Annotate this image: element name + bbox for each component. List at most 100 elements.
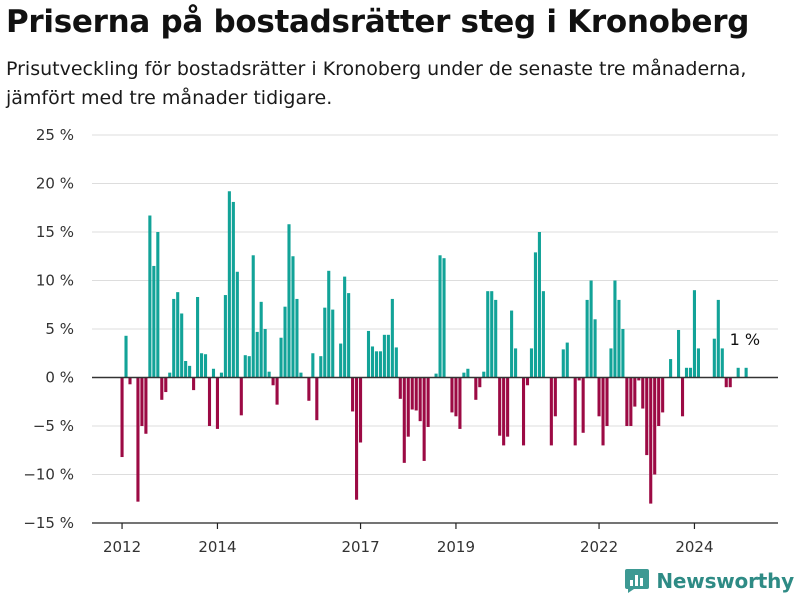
bar	[311, 353, 315, 378]
bar	[553, 377, 557, 417]
bar	[144, 377, 148, 434]
bar	[374, 351, 378, 378]
bar	[692, 290, 696, 378]
brand-logo: Newsworthy	[624, 566, 794, 596]
bar	[331, 309, 335, 378]
bar	[295, 298, 299, 378]
bar	[494, 299, 498, 378]
bar	[343, 276, 347, 378]
bar	[140, 377, 144, 426]
x-tick-label: 2014	[198, 538, 236, 556]
bar	[677, 329, 681, 378]
bar	[696, 348, 700, 378]
bar	[458, 377, 462, 429]
chart-title: Priserna på bostadsrätter steg i Kronobe…	[6, 4, 750, 40]
bar	[462, 372, 466, 378]
bar	[235, 271, 239, 378]
bar	[164, 377, 168, 393]
bar	[498, 377, 502, 436]
y-tick-label: 5 %	[45, 320, 74, 338]
bar	[661, 377, 665, 413]
y-tick-label: −10 %	[23, 466, 74, 484]
bar	[327, 270, 331, 378]
bar-series	[120, 191, 748, 504]
bar	[255, 331, 259, 378]
bar	[514, 348, 518, 378]
bar	[712, 338, 716, 378]
bar	[454, 377, 458, 417]
bar	[529, 348, 534, 378]
bar	[390, 298, 394, 378]
brand-name: Newsworthy	[656, 569, 794, 593]
bar	[394, 347, 398, 378]
bar	[549, 377, 553, 446]
x-axis: 2012 2014 2017 2019 2022 2024	[92, 522, 778, 556]
bar	[398, 377, 402, 399]
bar	[716, 299, 720, 378]
bar	[291, 256, 295, 378]
x-tick-label: 2022	[580, 538, 618, 556]
bar	[720, 348, 724, 378]
bar	[307, 377, 311, 401]
y-tick-label: 0 %	[45, 369, 74, 387]
bar	[502, 377, 506, 446]
bar	[188, 365, 192, 378]
bar	[537, 232, 541, 378]
bar	[136, 377, 140, 502]
bar	[645, 377, 649, 456]
bar	[283, 306, 287, 378]
bar	[251, 255, 255, 378]
bar	[259, 301, 263, 378]
bar	[359, 377, 363, 443]
bar	[605, 377, 609, 426]
bar	[120, 377, 124, 458]
y-axis-ticks: 25 % 20 % 15 % 10 % 5 % 0 % −5 % −10 % −15 %	[23, 126, 74, 532]
bar	[351, 377, 355, 412]
bar	[148, 215, 152, 378]
bar	[680, 377, 685, 417]
bar	[434, 373, 438, 378]
bar	[613, 280, 617, 378]
bar	[355, 377, 359, 500]
bar	[172, 298, 176, 378]
bar	[728, 377, 732, 388]
bar	[422, 377, 426, 461]
bar	[160, 377, 164, 400]
bar	[239, 377, 243, 416]
y-tick-label: 15 %	[36, 223, 74, 241]
bar	[577, 377, 581, 381]
bar	[370, 346, 375, 378]
bar	[382, 334, 386, 378]
newsworthy-logo-icon	[625, 569, 650, 593]
bar	[688, 367, 693, 378]
bar	[176, 292, 180, 378]
bar	[466, 368, 470, 378]
bar	[196, 296, 200, 378]
bar	[438, 255, 442, 378]
bar	[223, 295, 227, 378]
bar	[227, 191, 231, 378]
bar	[533, 252, 537, 378]
last-value-annotation: 1 %	[730, 330, 760, 349]
bar	[347, 293, 351, 378]
bar	[339, 343, 343, 378]
bar	[263, 329, 267, 378]
bar	[243, 355, 247, 378]
bar	[442, 258, 446, 378]
bar	[684, 367, 689, 378]
bar	[299, 372, 303, 378]
bar	[724, 377, 728, 388]
bar	[450, 377, 454, 413]
bar	[482, 371, 486, 378]
bar	[231, 201, 235, 378]
bar	[203, 354, 208, 378]
bar	[510, 310, 514, 378]
bar	[565, 342, 569, 378]
y-tick-label: 10 %	[36, 272, 74, 290]
bar	[152, 265, 156, 378]
bar	[593, 319, 597, 378]
y-tick-label: 20 %	[36, 175, 74, 193]
bar	[573, 377, 577, 446]
bar	[406, 377, 410, 437]
